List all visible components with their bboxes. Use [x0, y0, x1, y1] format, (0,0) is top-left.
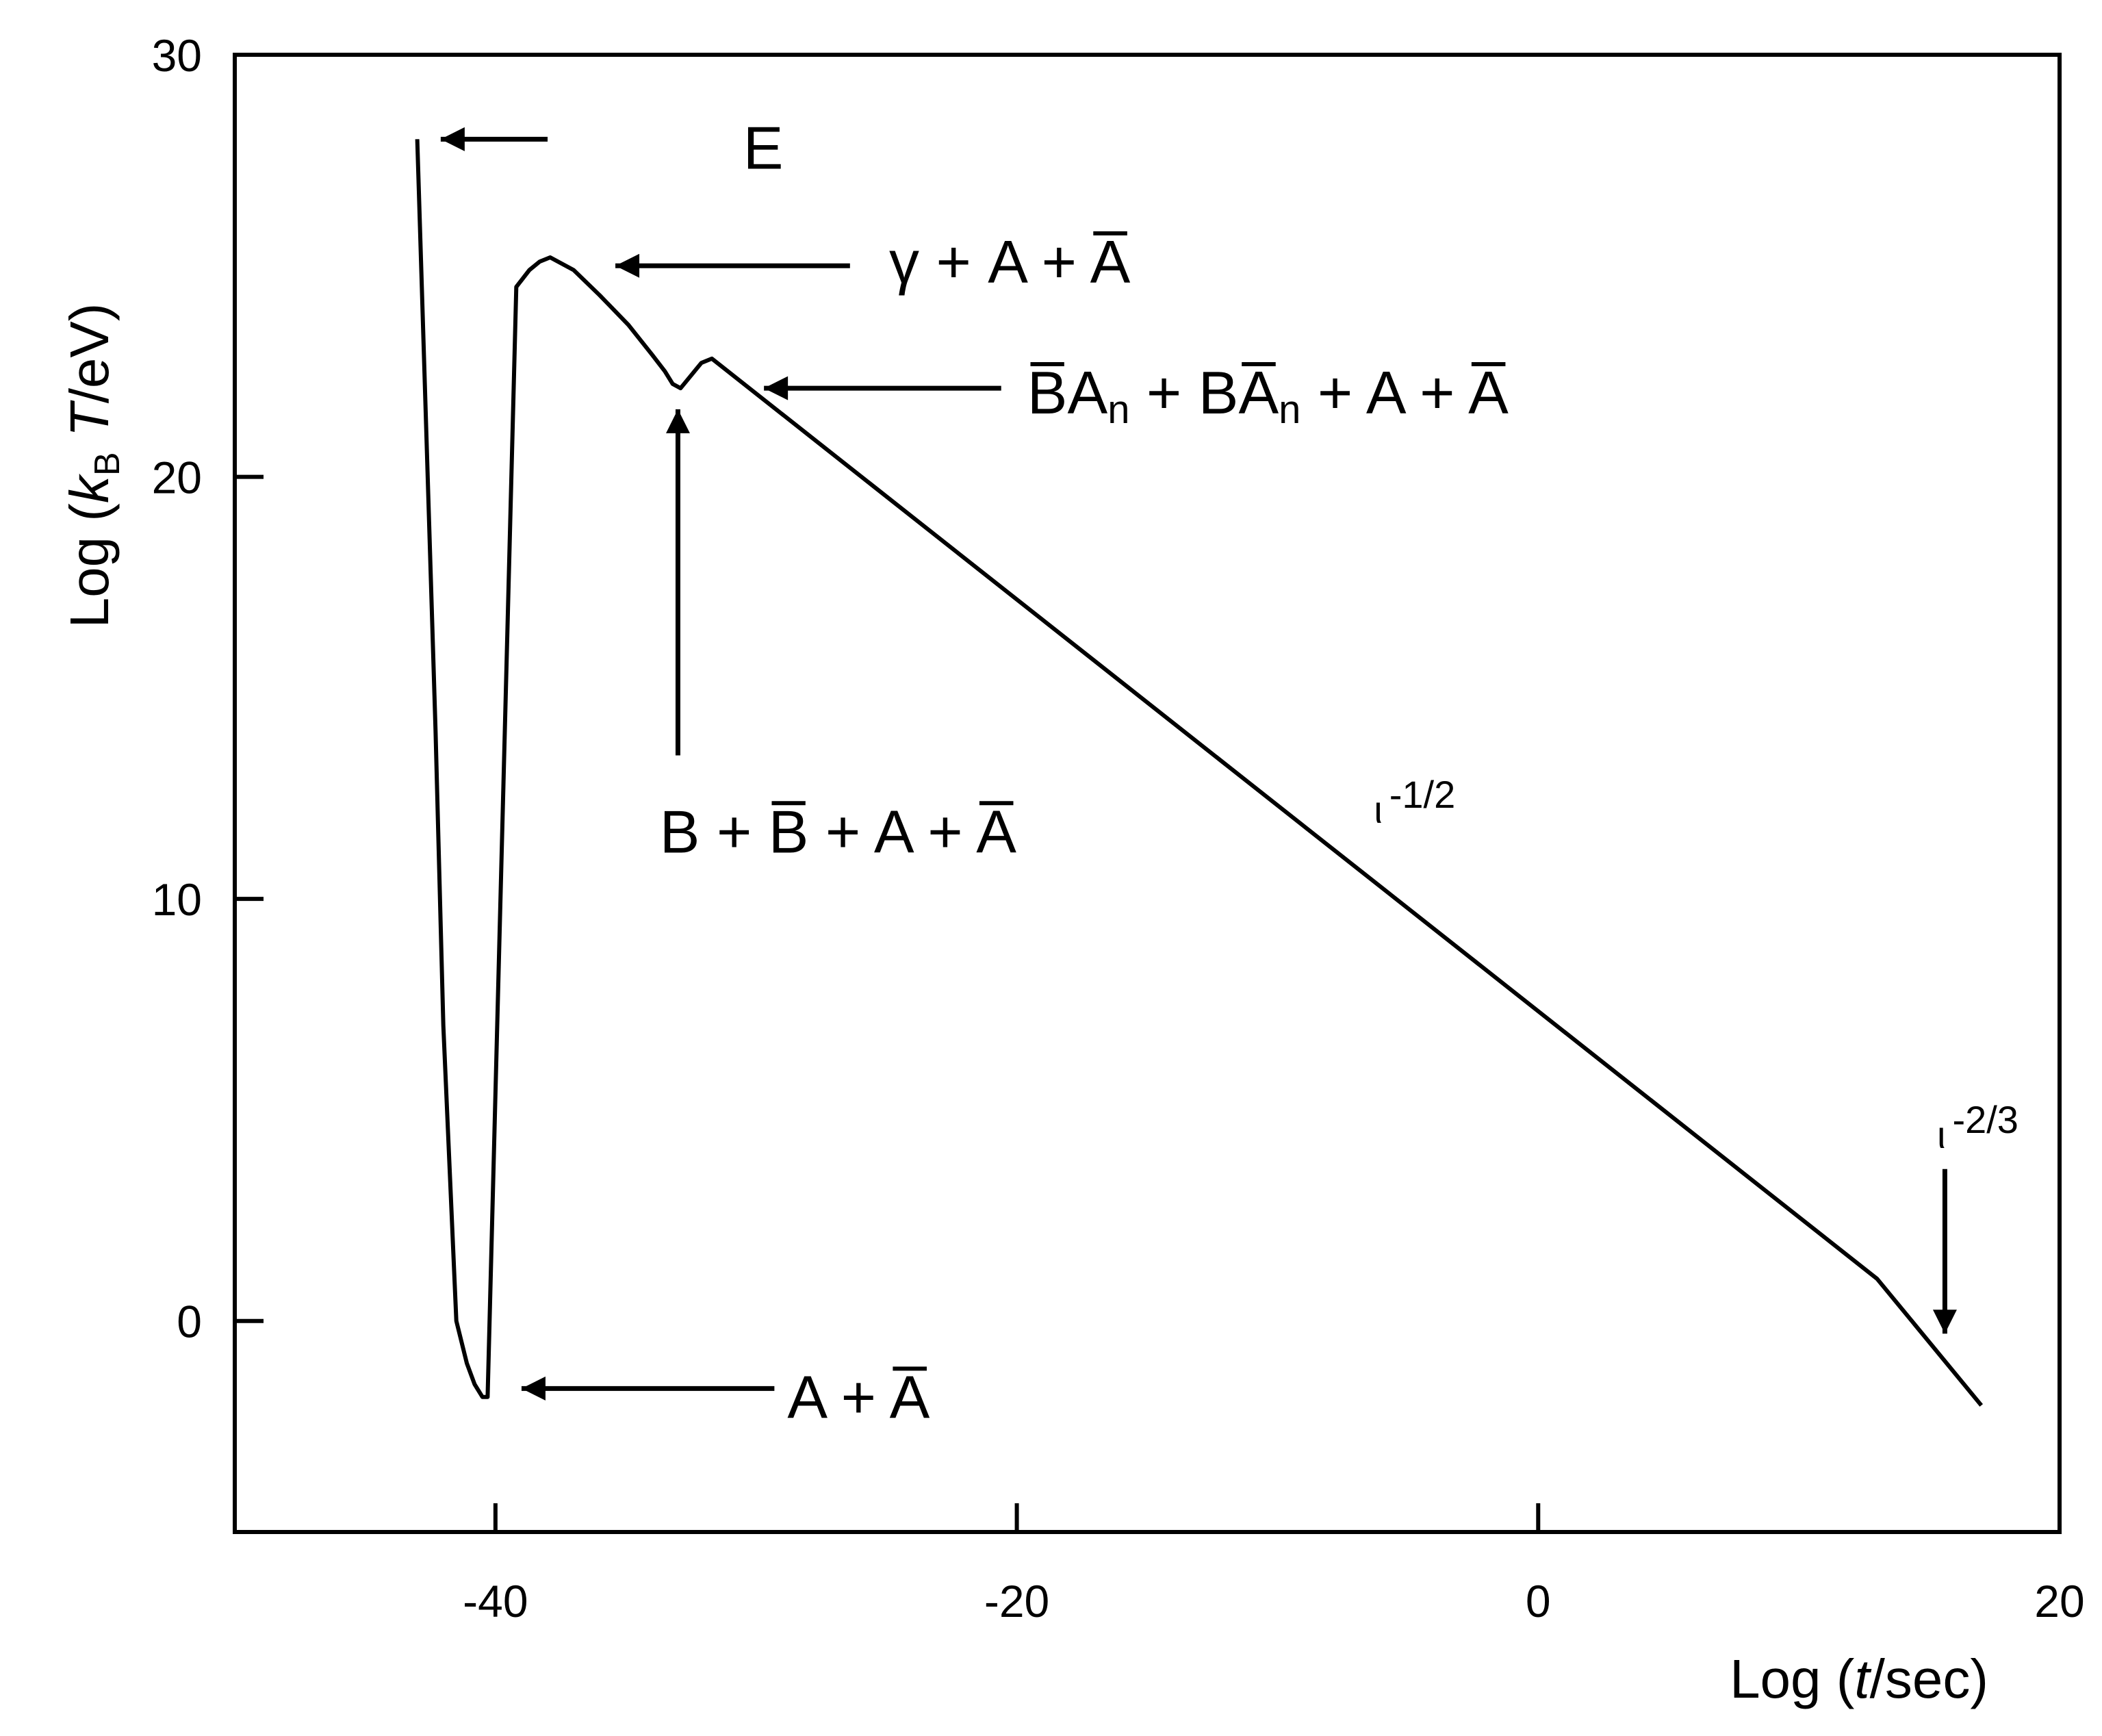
annotation-labels: E γ + A + A BAn + BAn + A + A B + B + A …: [660, 114, 2018, 1431]
slope-label-minus-half: ι -1/2: [1374, 773, 1455, 831]
svg-text:Log (kB T/eV): Log (kB T/eV): [59, 303, 127, 628]
x-tick-label: -40: [463, 1576, 528, 1626]
y-tick-label: 10: [152, 874, 202, 925]
annotation-arrows: [440, 127, 1957, 1401]
x-tick-label: 0: [1526, 1576, 1551, 1626]
y-tick-label: 30: [152, 30, 202, 81]
annotation-a-abar: A + A: [787, 1364, 930, 1431]
overline-bars: [771, 231, 1506, 1371]
y-tick-label: 20: [152, 452, 202, 503]
annotation-E: E: [743, 114, 784, 182]
x-axis-title: Log (t/sec): [1730, 1648, 1988, 1709]
x-axis-ticks: -40 -20 0 20: [463, 1503, 2085, 1626]
y-axis-title: Log (kB T/eV): [59, 303, 127, 628]
annotation-ban-bban-a-abar: BAn + BAn + A + A: [1027, 359, 1509, 432]
svg-text:Log (t/sec): Log (t/sec): [1730, 1648, 1988, 1709]
slope-label-minus-two-thirds: ι -2/3: [1937, 1098, 2018, 1156]
y-axis-ticks: 0 10 20 30: [152, 30, 264, 1347]
temperature-curve: [415, 139, 1984, 1407]
x-tick-label: 20: [2034, 1576, 2084, 1626]
annotation-gamma-a-abar: γ + A + A: [889, 228, 1131, 296]
annotation-b-bbar-a-abar: B + B + A + A: [660, 797, 1016, 865]
x-tick-label: -20: [984, 1576, 1049, 1626]
y-tick-label: 0: [177, 1297, 202, 1347]
plot-frame: [233, 53, 2062, 1534]
